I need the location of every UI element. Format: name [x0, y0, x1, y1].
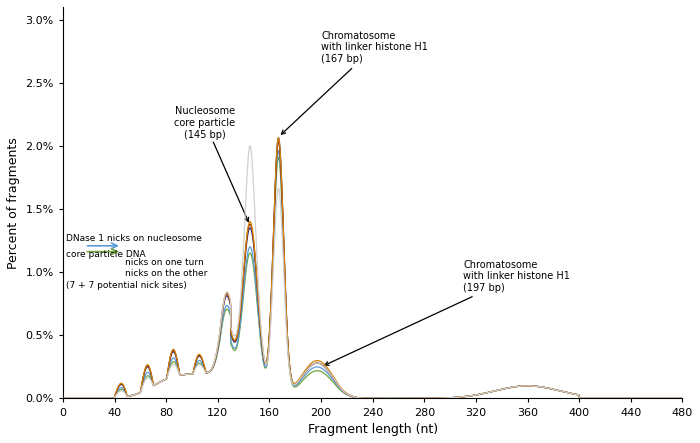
Text: Chromatosome
with linker histone H1
(197 bp): Chromatosome with linker histone H1 (197…: [325, 260, 570, 365]
Text: nicks on the other: nicks on the other: [125, 269, 207, 278]
Text: DNase 1 nicks on nucleosome: DNase 1 nicks on nucleosome: [66, 234, 202, 243]
Text: (7 + 7 potential nick sites): (7 + 7 potential nick sites): [66, 281, 187, 290]
Text: core particle DNA: core particle DNA: [66, 250, 146, 259]
Text: Chromatosome
with linker histone H1
(167 bp): Chromatosome with linker histone H1 (167…: [281, 31, 428, 134]
X-axis label: Fragment length (nt): Fragment length (nt): [307, 423, 438, 436]
Text: nicks on one turn: nicks on one turn: [125, 257, 204, 267]
Y-axis label: Percent of fragments: Percent of fragments: [7, 137, 20, 268]
Text: Nucleosome
core particle
(145 bp): Nucleosome core particle (145 bp): [174, 106, 248, 222]
